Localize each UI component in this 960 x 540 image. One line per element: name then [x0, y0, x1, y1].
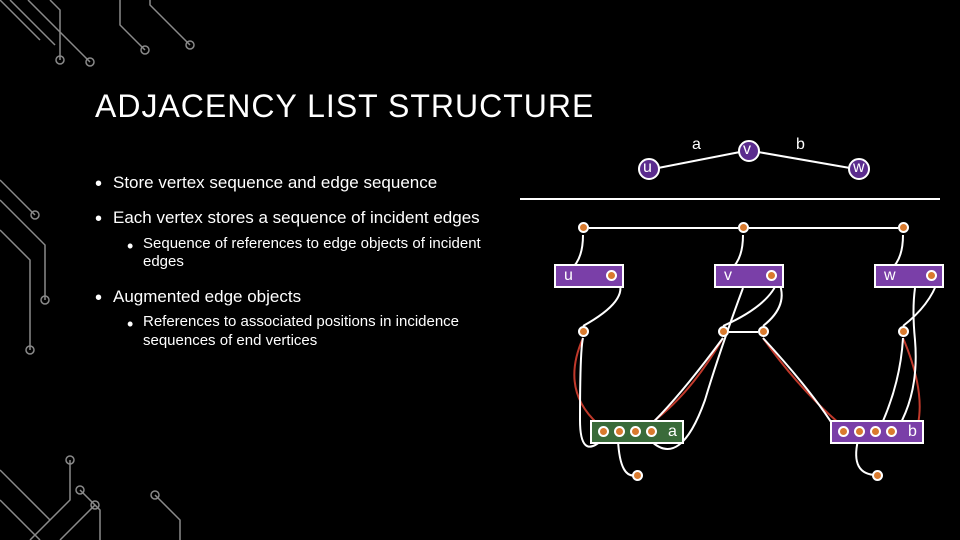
- slide-title: ADJACENCY LIST STRUCTURE: [95, 88, 594, 125]
- bullet-item: Each vertex stores a sequence of inciden…: [95, 207, 495, 272]
- adjacency-diagram: uvwabuvwab: [520, 140, 940, 520]
- bullet-list: Store vertex sequence and edge sequence …: [95, 172, 495, 365]
- bullet-item: Store vertex sequence and edge sequence: [95, 172, 495, 193]
- bullet-item: Augmented edge objects References to ass…: [95, 286, 495, 351]
- bullet-sub-item: Sequence of references to edge objects o…: [113, 235, 495, 273]
- bullet-sub-item: References to associated positions in in…: [113, 313, 495, 351]
